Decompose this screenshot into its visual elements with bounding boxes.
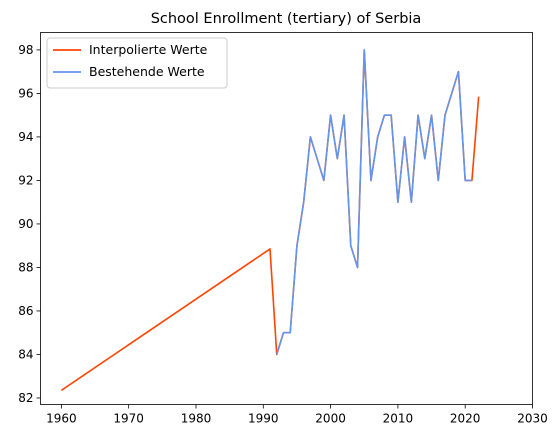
y-tick-label: 92 (18, 173, 33, 187)
legend-label: Interpolierte Werte (89, 42, 208, 57)
axis-ticks: 1960 1970 1980 1990 2000 2010 2020 2030 82 84 86 88… (18, 43, 548, 426)
x-tick-label: 1960 (46, 412, 77, 426)
x-tick-label: 1990 (248, 412, 279, 426)
series-line-existing (275, 49, 472, 355)
x-tick-label: 2010 (383, 412, 414, 426)
plot-frame (40, 32, 533, 405)
legend: Interpolierte Werte Bestehende Werte (46, 37, 228, 89)
x-tick-label: 2020 (450, 412, 481, 426)
y-tick-label: 94 (18, 130, 33, 144)
x-tick-label: 1980 (181, 412, 212, 426)
y-tick-label: 98 (18, 43, 33, 57)
y-tick-label: 88 (18, 260, 33, 274)
series-line-interpolated (60, 49, 480, 392)
series-lines (60, 49, 480, 392)
legend-box (46, 37, 228, 89)
x-tick-label: 1970 (113, 412, 144, 426)
x-tick-label: 2000 (315, 412, 346, 426)
chart-title: School Enrollment (tertiary) of Serbia (151, 11, 422, 27)
y-tick-label: 90 (18, 217, 33, 231)
legend-label: Bestehende Werte (89, 64, 205, 79)
x-tick-label: 2030 (517, 412, 548, 426)
y-tick-label: 82 (18, 391, 33, 405)
y-tick-label: 86 (18, 304, 33, 318)
y-tick-label: 96 (18, 86, 33, 100)
y-tick-label: 84 (18, 347, 33, 361)
